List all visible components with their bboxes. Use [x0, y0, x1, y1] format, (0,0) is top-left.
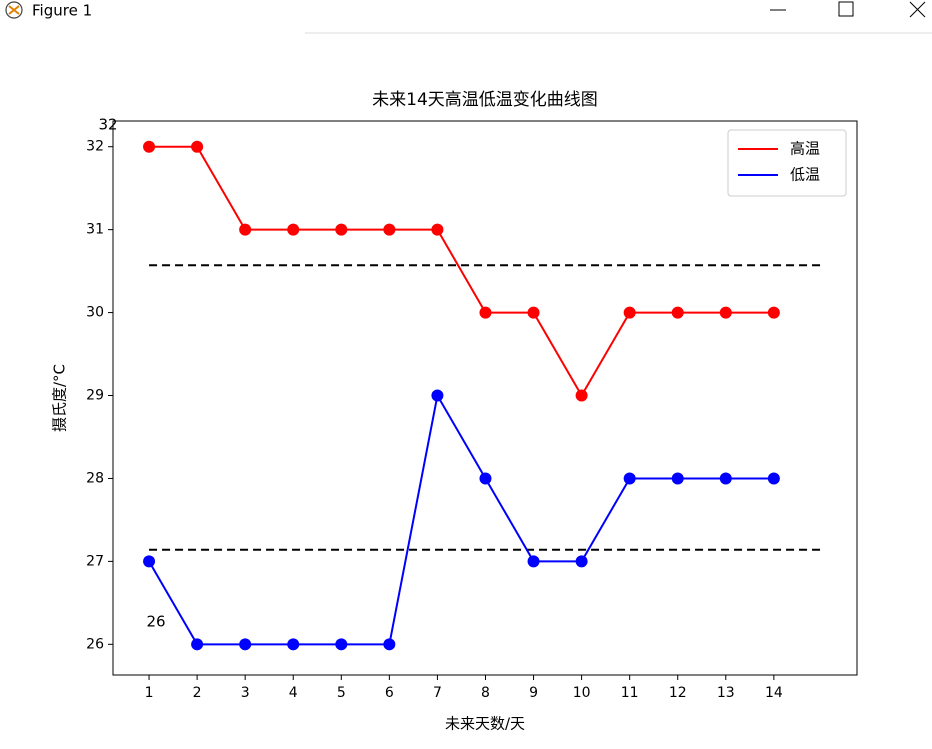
data-point: [239, 638, 252, 651]
data-point: [383, 638, 396, 651]
series-line: [149, 145, 774, 398]
x-tick-label: 5: [337, 685, 346, 701]
data-point: [239, 223, 252, 236]
x-tick-label: 4: [289, 685, 298, 701]
close-button[interactable]: [909, 1, 926, 18]
data-point: [623, 472, 636, 485]
data-point: [143, 555, 156, 568]
legend-box: [727, 129, 847, 197]
y-axis-label: 摄氏度/°C: [51, 364, 69, 432]
y-tick-label: 28: [86, 470, 104, 486]
series-line: [148, 392, 774, 646]
data-point: [335, 223, 348, 236]
plot-frame: [112, 120, 858, 676]
legend-label: 低温: [790, 166, 820, 184]
data-point: [383, 223, 396, 236]
data-point: [671, 306, 684, 319]
data-point: [335, 638, 348, 651]
data-point: [287, 638, 300, 651]
data-point: [671, 472, 684, 485]
data-point: [719, 306, 732, 319]
data-point: [191, 140, 204, 153]
x-tick-label: 3: [241, 685, 250, 701]
y-tick-label: 30: [86, 305, 104, 321]
data-point: [479, 306, 492, 319]
data-point: [143, 140, 156, 153]
x-tick-label: 1: [145, 685, 154, 701]
y-tick-label: 29: [86, 388, 104, 404]
annotation: 26: [146, 613, 165, 631]
data-point: [431, 389, 444, 402]
data-point: [623, 306, 636, 319]
x-tick-label: 2: [193, 685, 202, 701]
x-axis-label: 未来天数/天: [445, 715, 525, 733]
x-tick-label: 6: [385, 685, 394, 701]
chart-title: 未来14天高温低温变化曲线图: [372, 90, 598, 110]
y-tick-label: 27: [86, 553, 104, 569]
x-tick-label: 10: [573, 685, 591, 701]
data-point: [767, 472, 780, 485]
data-point: [287, 223, 300, 236]
x-tick-label: 8: [481, 685, 490, 701]
annotation: 32: [98, 116, 117, 134]
legend-label: 高温: [790, 140, 820, 158]
maximize-button[interactable]: [838, 1, 854, 17]
x-tick-label: 9: [529, 685, 538, 701]
x-tick-label: 11: [621, 685, 639, 701]
data-point: [527, 306, 540, 319]
data-point: [191, 638, 204, 651]
data-point: [479, 472, 492, 485]
title-bar: Figure 1: [5, 1, 932, 34]
x-tick-label: 7: [433, 685, 442, 701]
y-tick-label: 26: [86, 636, 104, 652]
data-point: [575, 389, 588, 402]
data-point: [575, 555, 588, 568]
data-point: [431, 223, 444, 236]
data-point: [527, 555, 540, 568]
x-tick-label: 12: [669, 685, 687, 701]
y-tick-label: 32: [86, 139, 104, 155]
data-point: [767, 306, 780, 319]
y-tick-label: 31: [86, 222, 104, 238]
data-point: [719, 472, 732, 485]
x-tick-label: 14: [765, 685, 783, 701]
x-tick-label: 13: [717, 685, 735, 701]
window-title: Figure 1: [32, 2, 92, 20]
app-icon-mark: [8, 5, 20, 15]
